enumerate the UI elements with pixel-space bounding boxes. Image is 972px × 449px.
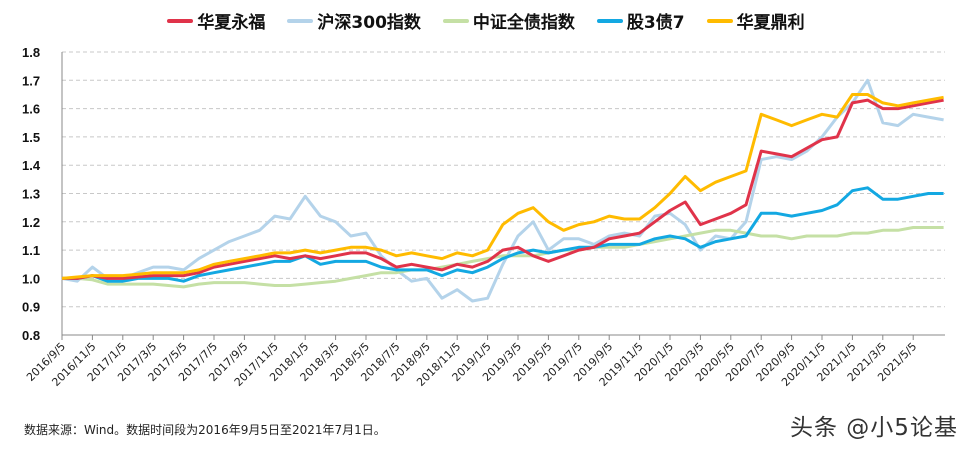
y-tick-label: 1.8 bbox=[22, 45, 40, 60]
series-line bbox=[62, 98, 944, 280]
legend-item: 股3债7 bbox=[596, 8, 685, 33]
y-tick-label: 1.7 bbox=[22, 73, 40, 88]
legend: 华夏永福 沪深300指数 中证全债指数 股3债7 华夏鼎利 bbox=[0, 8, 972, 33]
y-tick-label: 1.6 bbox=[22, 102, 40, 117]
series-line bbox=[62, 226, 944, 289]
y-tick-label: 1.4 bbox=[22, 158, 41, 173]
series-line bbox=[61, 78, 944, 303]
y-tick-label: 1.5 bbox=[22, 130, 40, 145]
data-source-note: 数据来源：Wind。数据时间段为2016年9月5日至2021年7月1日。 bbox=[24, 423, 386, 437]
y-tick-label: 0.8 bbox=[22, 328, 40, 343]
legend-item: 华夏鼎利 bbox=[706, 8, 805, 33]
legend-label: 沪深300指数 bbox=[317, 13, 421, 33]
legend-swatch bbox=[706, 18, 733, 23]
legend-swatch bbox=[442, 18, 469, 23]
legend-label: 华夏鼎利 bbox=[736, 13, 805, 33]
watermark: 头条 @小5论基 bbox=[790, 415, 958, 441]
y-tick-label: 1.0 bbox=[22, 271, 40, 286]
legend-item: 沪深300指数 bbox=[287, 8, 421, 33]
y-tick-label: 1.3 bbox=[22, 187, 40, 202]
legend-label: 股3债7 bbox=[626, 13, 685, 33]
legend-item: 华夏永福 bbox=[167, 8, 265, 33]
y-tick-label: 0.9 bbox=[22, 300, 40, 315]
legend-label: 华夏永福 bbox=[197, 13, 266, 33]
series-line bbox=[61, 93, 944, 280]
legend-label: 中证全债指数 bbox=[472, 13, 575, 33]
y-tick-label: 1.1 bbox=[22, 243, 40, 258]
legend-swatch bbox=[596, 18, 623, 23]
legend-swatch bbox=[287, 18, 314, 23]
y-tick-label: 1.2 bbox=[22, 215, 40, 230]
legend-item: 中证全债指数 bbox=[442, 8, 575, 33]
legend-swatch bbox=[167, 18, 194, 23]
series-line bbox=[62, 186, 944, 283]
